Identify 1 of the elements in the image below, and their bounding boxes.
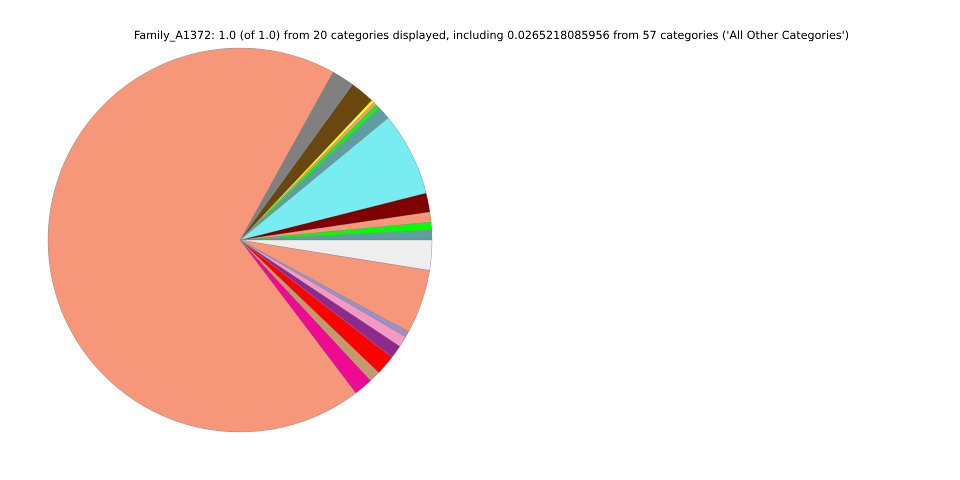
text: Family_A1372: 1.0 (of 1.0) from 20 categories displayed, including 0.0265218085956 from 57 categories ('All Other Categories') [135, 30, 848, 42]
